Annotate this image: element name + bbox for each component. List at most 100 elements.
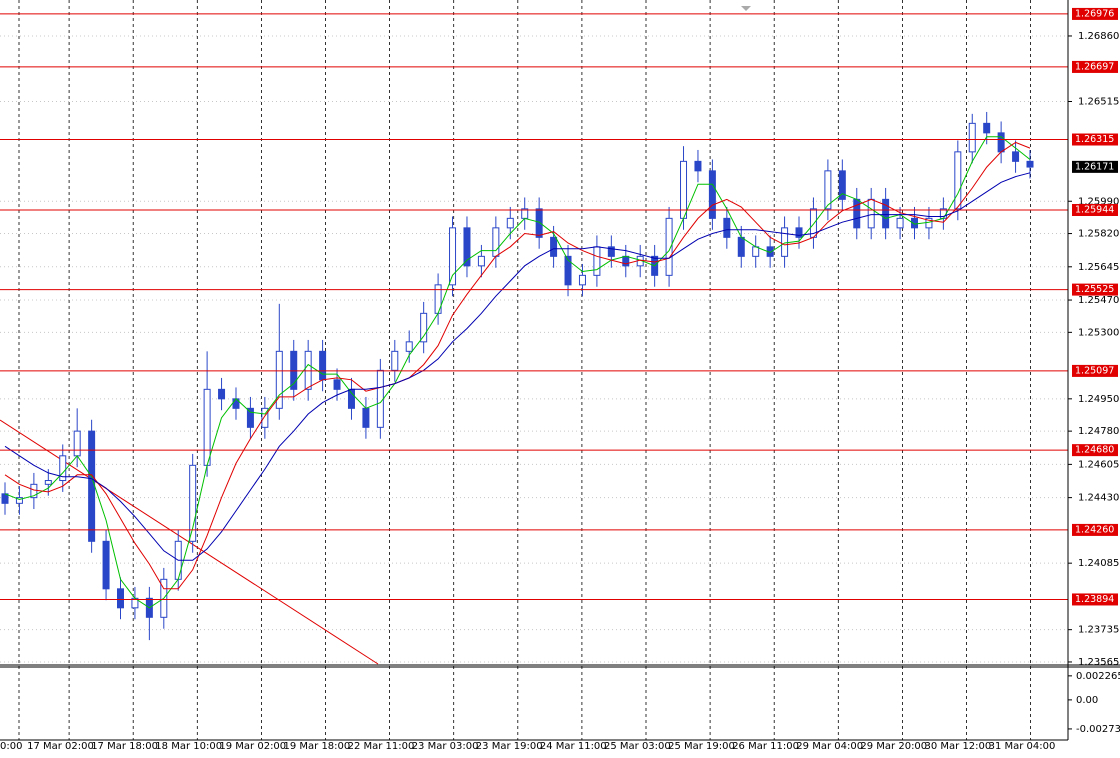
candle-body [911,217,919,229]
level-tag [1072,364,1118,377]
candle-body [781,227,789,257]
candle-body [347,388,355,409]
candle-body [449,227,457,286]
candle-body [44,480,52,485]
candle-body [838,170,846,200]
x-tick-label: 17 Mar 02:00 [27,741,94,752]
candle-body [189,464,197,542]
candle-body [88,430,96,542]
y-tick-label: 1.25470 [1078,295,1119,306]
y-tick-label: 1.24950 [1078,394,1119,405]
level-tag [1072,7,1118,20]
x-tick-label: 29 Mar 20:00 [860,741,927,752]
candle-body [275,350,283,409]
candle-body [463,227,471,267]
level-label: 1.26315 [1075,134,1114,145]
candle-body [983,122,991,134]
candle-body [578,274,586,286]
level-tag [1072,593,1118,606]
candle-body [116,588,124,609]
x-tick-label: 17 Mar 18:00 [91,741,158,752]
candle-body [102,540,110,590]
candle-body [535,208,543,238]
level-tag [1072,283,1118,296]
candle-body [1,493,9,504]
candle-body [261,407,269,428]
x-tick-label: 26 Mar 11:00 [732,741,799,752]
level-label: 1.25944 [1075,204,1114,215]
candle-body [304,350,312,390]
candle-body [824,170,832,210]
y-tick-label: 1.24605 [1078,459,1119,470]
candle-body [1026,160,1034,168]
candle-body [218,388,226,400]
x-tick-label: 24 Mar 11:00 [540,741,607,752]
level-label: 1.23894 [1075,594,1114,605]
y-tick-label: 1.25645 [1078,262,1119,273]
moving-average [4,136,1031,609]
price-label: 1.26171 [1075,161,1114,172]
candle-body [420,312,428,343]
candle-body [752,246,760,257]
candle-body [997,132,1005,153]
candle-body [246,407,254,428]
candle-body [405,341,413,352]
candle-body [622,255,630,267]
candle-body [15,497,23,504]
x-tick-label: 23 Mar 03:00 [412,741,479,752]
level-tag [1072,203,1118,216]
candle-body [30,483,38,499]
plot-bg [0,0,1068,758]
x-tick-label: 19 Mar 02:00 [219,741,286,752]
level-tag [1072,60,1118,73]
y-tick-label: 1.24780 [1078,426,1119,437]
candle-body [362,407,370,428]
candle-body [290,350,298,390]
y-tick-label: 1.25820 [1078,229,1119,240]
candle-body [607,246,615,257]
candle-body [665,217,673,276]
candle-body [73,430,81,457]
level-tag [1072,523,1118,536]
candle-body [550,236,558,257]
candle-body [391,350,399,371]
x-tick-label: 0:00 [0,741,22,752]
osc-tick-label: 0.00 [1076,695,1098,706]
x-tick-label: 30 Mar 12:00 [925,741,992,752]
level-label: 1.26697 [1075,61,1114,72]
level-label: 1.25525 [1075,284,1114,295]
candle-body [925,217,933,229]
x-tick-label: 29 Mar 04:00 [796,741,863,752]
candle-body [795,227,803,238]
candle-body [319,350,327,381]
candle-body [564,255,572,286]
candle-body [477,255,485,267]
candle-body [376,369,384,428]
x-tick-label: 23 Mar 19:00 [476,741,543,752]
x-tick-label: 19 Mar 18:00 [284,741,351,752]
level-label: 1.24680 [1075,445,1114,456]
x-tick-label: 18 Mar 10:00 [155,741,222,752]
candle-body [59,455,67,482]
y-tick-label: 1.23565 [1078,657,1119,668]
level-tag [1072,133,1118,146]
shift-marker [741,6,751,11]
x-tick-label: 31 Mar 04:00 [989,741,1056,752]
candle-body [333,379,341,390]
candle-body [737,236,745,257]
candle-body [593,246,601,276]
candle-body [853,198,861,229]
x-tick-label: 25 Mar 19:00 [668,741,735,752]
y-tick-label: 1.26515 [1078,97,1119,108]
candle-body [506,217,514,229]
level-label: 1.25097 [1075,365,1114,376]
candle-body [867,198,875,229]
moving-average [4,172,1031,561]
candle-body [723,217,731,238]
candle-body [694,160,702,172]
candle-body [954,151,962,210]
y-tick-label: 1.24430 [1078,493,1119,504]
candle-body [1012,151,1020,162]
price-tag [1072,160,1118,173]
